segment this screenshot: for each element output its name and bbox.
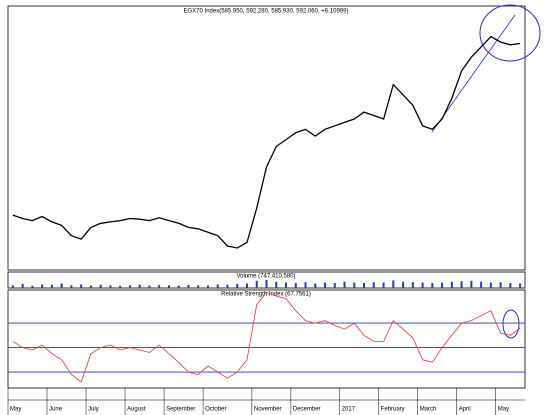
volume-bar xyxy=(148,285,151,288)
x-tick-label: September xyxy=(166,407,195,413)
x-tick-label: April xyxy=(459,407,471,413)
volume-bar xyxy=(255,280,258,288)
volume-bar xyxy=(80,284,83,288)
volume-bar xyxy=(167,285,170,288)
volume-bar xyxy=(489,282,492,288)
volume-bar xyxy=(519,283,522,288)
volume-bar xyxy=(187,284,190,288)
x-tick-label: December xyxy=(293,407,321,413)
highlight-circle xyxy=(502,309,520,339)
price-panel xyxy=(7,5,526,271)
volume-bar xyxy=(197,285,200,288)
volume-bar xyxy=(128,285,131,288)
volume-bar xyxy=(285,282,288,288)
volume-bar xyxy=(99,284,102,288)
volume-bar xyxy=(216,284,219,288)
volume-bar xyxy=(402,281,405,288)
x-tick-label: May xyxy=(498,407,509,413)
volume-bar xyxy=(109,285,112,288)
volume-bar xyxy=(70,285,73,288)
volume-bar xyxy=(431,283,434,288)
volume-bar xyxy=(480,281,483,288)
volume-bar xyxy=(353,282,356,288)
volume-bar xyxy=(177,285,180,288)
volume-bar xyxy=(382,282,385,288)
volume-bar xyxy=(294,283,297,288)
volume-bar xyxy=(21,283,24,288)
series-line xyxy=(12,35,521,249)
series-line xyxy=(12,291,521,383)
rsi-panel xyxy=(7,289,526,389)
volume-bar xyxy=(411,282,414,288)
x-tick-label: May xyxy=(10,407,21,413)
volume-bar xyxy=(372,282,375,288)
x-tick-label: 2017 xyxy=(342,407,356,413)
volume-bar xyxy=(363,283,366,288)
volume-bar xyxy=(158,285,161,288)
volume-bar xyxy=(41,284,44,288)
volume-bar xyxy=(138,284,141,288)
volume-bar xyxy=(421,282,424,288)
x-tick-label: October xyxy=(205,407,226,413)
volume-bar xyxy=(324,282,327,288)
volume-bar xyxy=(265,279,268,288)
volume-bar xyxy=(89,285,92,288)
volume-bar xyxy=(304,282,307,288)
volume-bar xyxy=(31,285,34,288)
volume-bar xyxy=(450,281,453,288)
volume-bar xyxy=(11,285,14,288)
volume-bar xyxy=(50,284,53,288)
volume-bar xyxy=(226,284,229,288)
rsi-title: Relative Strength Index (67.7561) xyxy=(221,292,311,298)
x-tick-label: February xyxy=(381,407,405,413)
x-tick-label: November xyxy=(254,407,282,413)
x-tick-label: August xyxy=(127,407,146,413)
volume-bar xyxy=(314,283,317,288)
volume-bar xyxy=(206,285,209,288)
volume-bar xyxy=(499,282,502,288)
volume-bar xyxy=(333,283,336,288)
x-tick-label: July xyxy=(88,407,99,413)
volume-title: Volume (747,410,580) xyxy=(236,274,295,280)
volume-bar xyxy=(275,281,278,288)
volume-bar xyxy=(441,282,444,288)
x-tick-label: June xyxy=(49,407,63,413)
volume-bar xyxy=(343,281,346,288)
volume-bar xyxy=(245,283,248,288)
highlight-circle xyxy=(479,4,541,62)
price-title: EGX70 Index(585.950, 592.280, 585.930, 5… xyxy=(184,9,349,15)
volume-bar xyxy=(470,280,473,288)
volume-bar xyxy=(392,280,395,288)
volume-bar xyxy=(119,285,122,288)
volume-bar xyxy=(460,281,463,288)
volume-bar xyxy=(236,283,239,288)
volume-bar xyxy=(60,283,63,288)
volume-bar xyxy=(509,283,512,288)
x-tick-label: March xyxy=(420,407,437,413)
